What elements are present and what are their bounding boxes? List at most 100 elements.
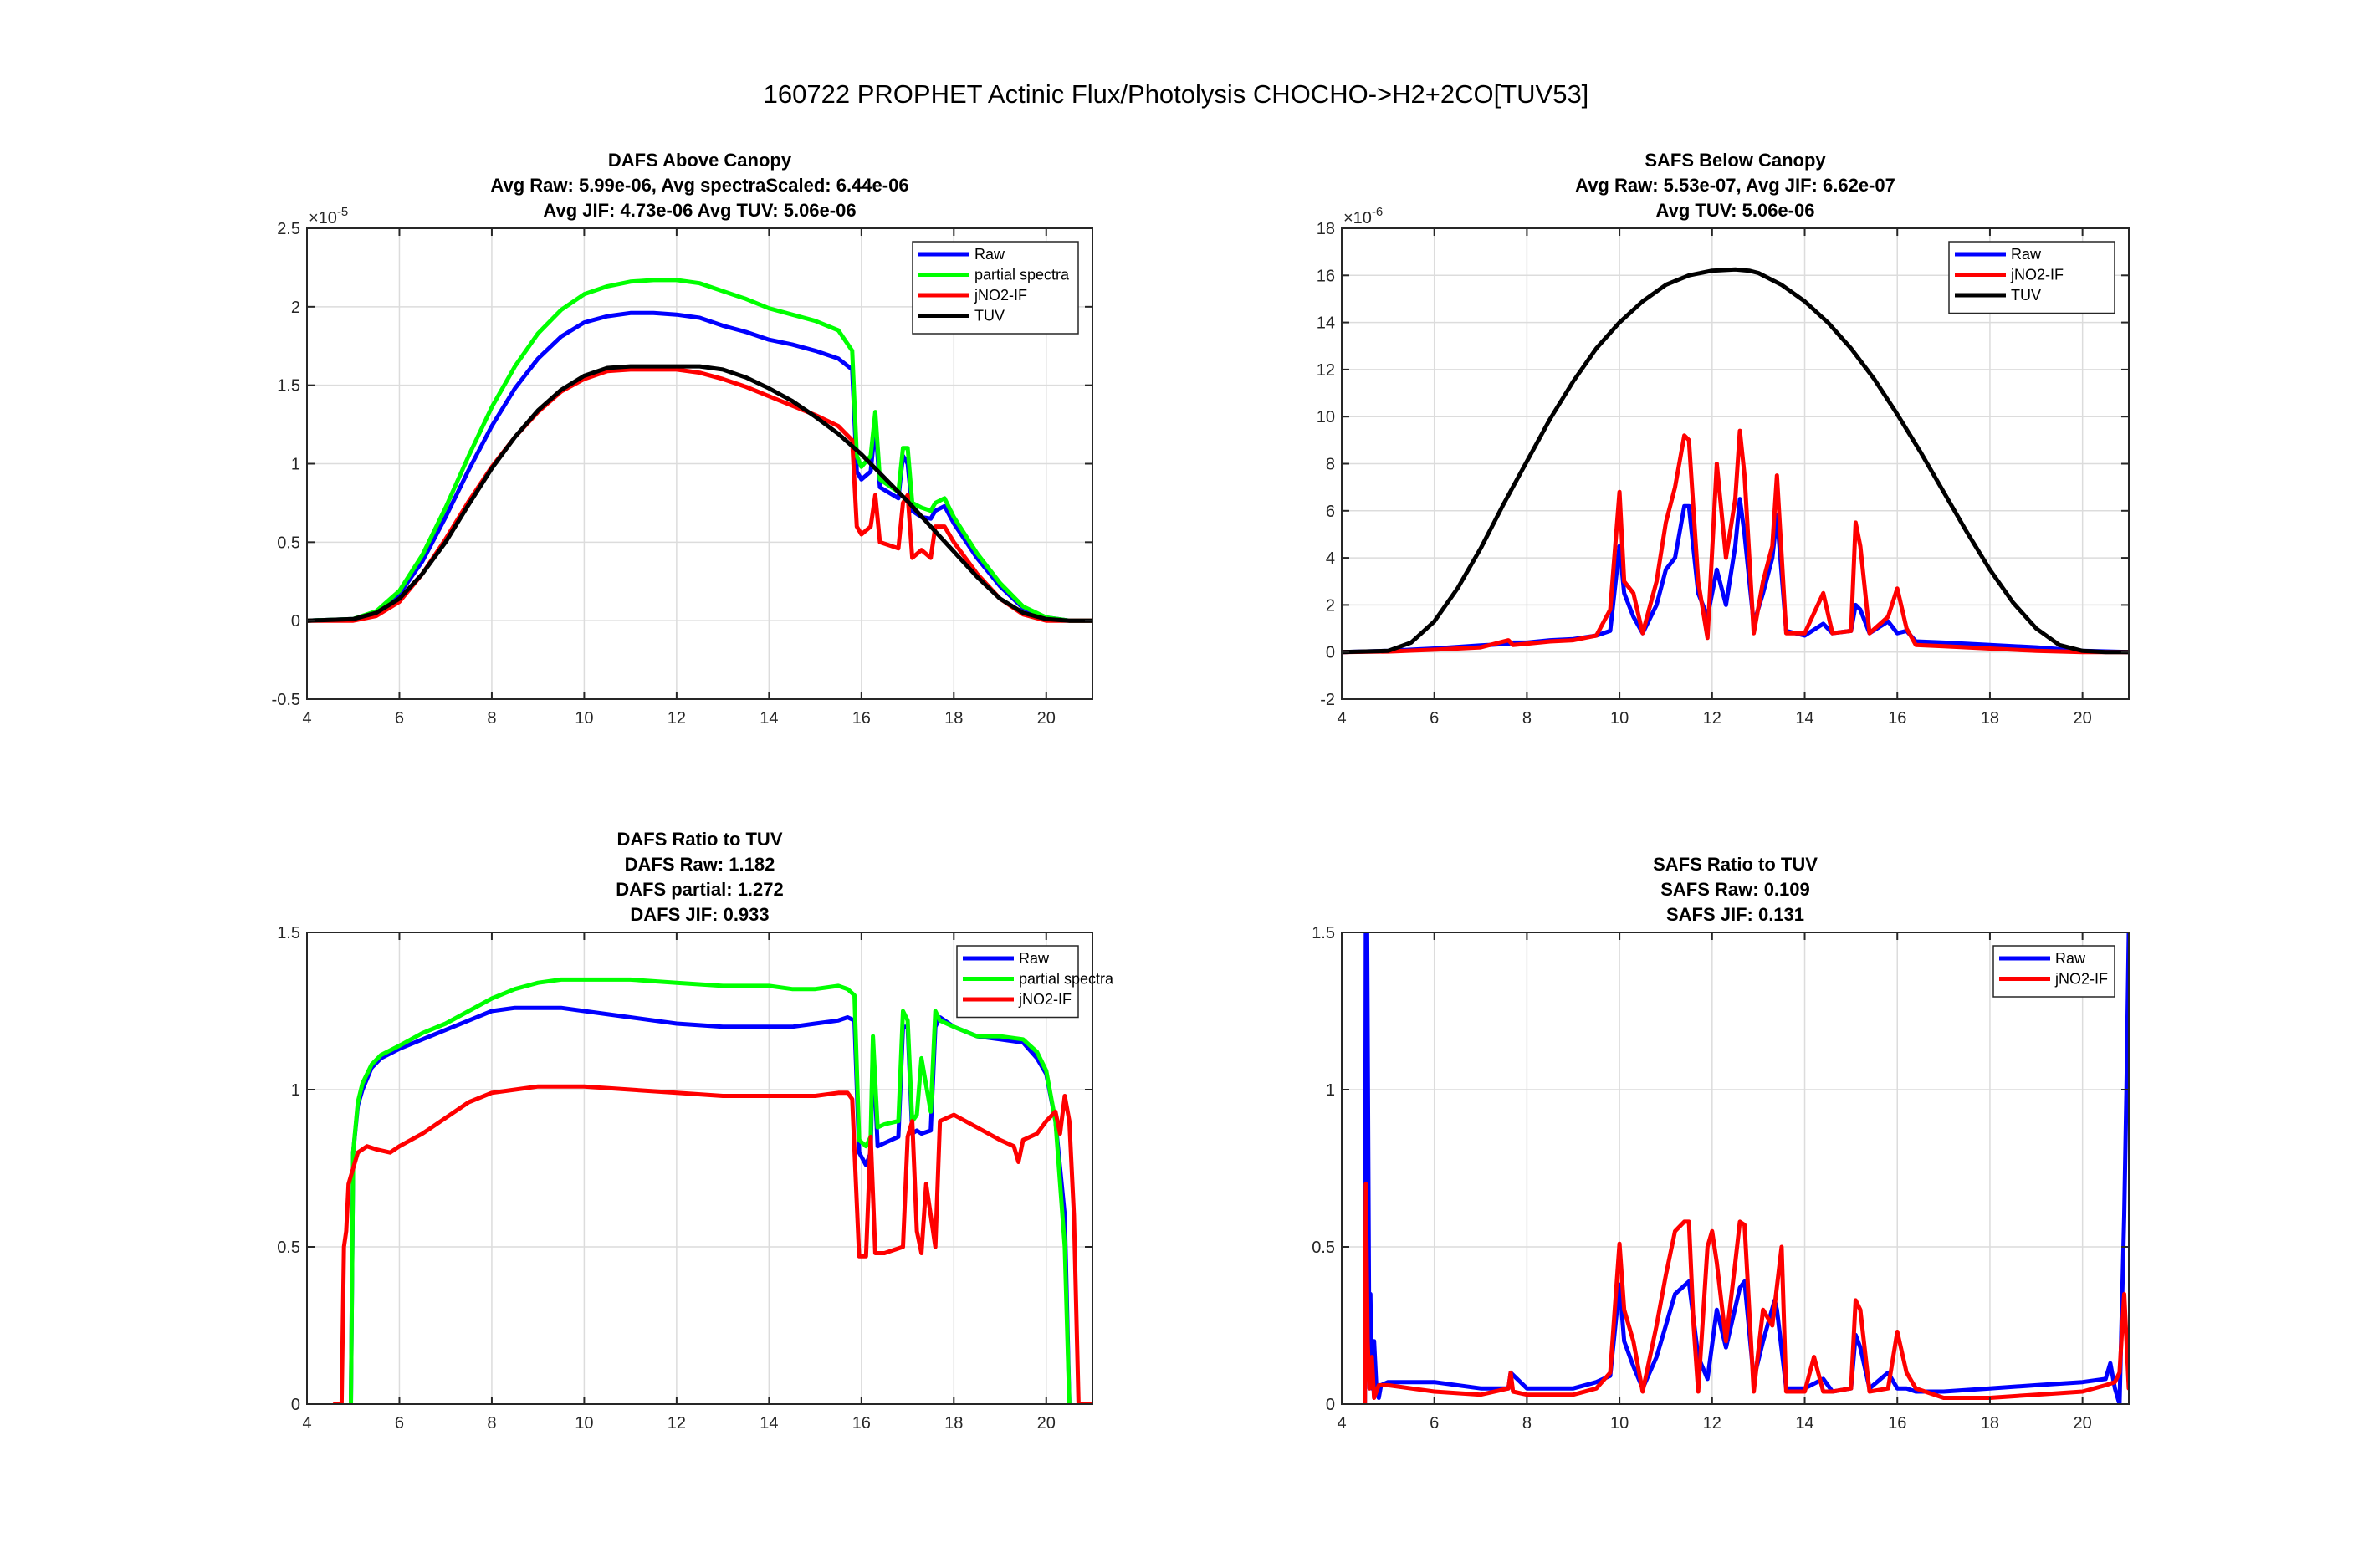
x-tick-label: 12 [668, 1414, 686, 1433]
series-line-jno2-if [332, 1084, 1092, 1404]
axes-title-line: DAFS Above Canopy [608, 150, 792, 171]
x-tick-label: 16 [1888, 709, 1906, 728]
x-tick-label: 10 [1610, 1414, 1629, 1433]
y-tick-label: 1 [291, 456, 300, 474]
legend-item[interactable]: TUV [1955, 287, 2041, 304]
x-tick-label: 20 [2074, 1414, 2092, 1433]
y-tick-label: 2 [291, 299, 300, 317]
series-line-tuv [307, 364, 1092, 623]
legend-label: jNO2-IF [974, 287, 1027, 304]
x-tick-label: 14 [1795, 709, 1813, 728]
y-tick-label: 0 [1326, 644, 1335, 662]
legend-label: Raw [2011, 246, 2042, 263]
y-tick-label: 2.5 [277, 220, 300, 238]
legend[interactable]: Raw partial spectra jNO2-IF TUV [912, 241, 1079, 335]
x-tick-label: 4 [302, 709, 311, 728]
figure-suptitle: 160722 PROPHET Actinic Flux/Photolysis C… [764, 79, 1589, 109]
legend-label: jNO2-IF [2054, 971, 2108, 988]
y-tick-label: 0.5 [277, 1239, 300, 1257]
x-tick-label: 4 [302, 1414, 311, 1433]
axes-title-line: DAFS JIF: 0.933 [630, 904, 769, 925]
x-tick-label: 10 [1610, 709, 1629, 728]
legend-item[interactable]: jNO2-IF [963, 991, 1072, 1008]
y-tick-label: 1 [1326, 1081, 1335, 1100]
legend-label: partial spectra [1019, 971, 1114, 988]
y-tick-label: 0 [291, 612, 300, 631]
legend-item[interactable]: jNO2-IF [918, 287, 1027, 304]
x-tick-label: 20 [2074, 709, 2092, 728]
axes-box [1341, 932, 2130, 1405]
series-line-tuv [1342, 267, 2129, 655]
x-tick-label: 12 [1703, 1414, 1721, 1433]
legend-item[interactable]: jNO2-IF [1955, 267, 2064, 283]
axes-safs-below-canopy: SAFS Below Canopy Avg Raw: 5.53e-07, Avg … [1317, 150, 2130, 728]
legend-item[interactable]: Raw [1955, 246, 2042, 263]
y-tick-label: 0.5 [277, 534, 300, 552]
x-tick-label: 20 [1037, 709, 1056, 728]
legend-label: Raw [974, 246, 1005, 263]
y-tick-label: 1.5 [1312, 924, 1335, 942]
series-line-jno2-if [1342, 428, 2129, 655]
y-tick-label: 18 [1317, 220, 1335, 238]
axes-title-line: SAFS Below Canopy [1645, 150, 1826, 171]
x-tick-label: 18 [1981, 709, 1999, 728]
x-tick-label: 8 [1522, 1414, 1532, 1433]
y-axis-exponent: ×10-6 [1343, 205, 1383, 227]
legend[interactable]: Raw partial spectra jNO2-IF [956, 945, 1114, 1019]
legend[interactable]: Raw jNO2-IF [1992, 945, 2115, 998]
x-tick-label: 18 [944, 1414, 963, 1433]
y-tick-label: 0 [1326, 1396, 1335, 1414]
legend-label: jNO2-IF [2010, 267, 2064, 283]
series-group [307, 278, 1092, 623]
x-tick-label: 14 [1795, 1414, 1813, 1433]
x-tick-label: 8 [1522, 709, 1532, 728]
x-tick-label: 16 [1888, 1414, 1906, 1433]
series-group [1363, 932, 2129, 1404]
axes-title-line: DAFS Ratio to TUV [617, 829, 783, 850]
legend-item[interactable]: jNO2-IF [1999, 971, 2108, 988]
axes-title-line: Avg JIF: 4.73e-06 Avg TUV: 5.06e-06 [543, 200, 856, 221]
x-tick-label: 14 [760, 1414, 778, 1433]
y-tick-label: 2 [1326, 596, 1335, 615]
x-tick-label: 12 [1703, 709, 1721, 728]
axes-box [306, 932, 1093, 1405]
legend[interactable]: Raw jNO2-IF TUV [1948, 241, 2115, 314]
series-group [1342, 267, 2129, 655]
axes-safs-ratio-to-tuv: SAFS Ratio to TUV SAFS Raw: 0.109 SAFS JIF… [1312, 854, 2130, 1433]
axes-title-line: SAFS JIF: 0.131 [1666, 904, 1804, 925]
x-tick-label: 14 [760, 709, 778, 728]
series-line-partial-spectra [307, 278, 1092, 623]
x-tick-label: 6 [1430, 1414, 1439, 1433]
legend-item[interactable]: Raw [918, 246, 1005, 263]
series-line-raw [1363, 932, 2129, 1404]
x-tick-label: 4 [1337, 1414, 1346, 1433]
legend-item[interactable]: partial spectra [963, 971, 1114, 988]
legend-item[interactable]: Raw [963, 950, 1050, 967]
y-tick-label: 0.5 [1312, 1239, 1335, 1257]
legend-label: TUV [2011, 287, 2041, 304]
x-tick-label: 16 [852, 709, 871, 728]
x-tick-label: 18 [1981, 1414, 1999, 1433]
x-tick-label: 10 [575, 1414, 593, 1433]
y-tick-label: 6 [1326, 503, 1335, 521]
axes-title-line: SAFS Raw: 0.109 [1660, 879, 1810, 900]
axes-title-line: DAFS Raw: 1.182 [625, 854, 775, 875]
x-tick-label: 16 [852, 1414, 871, 1433]
x-tick-label: 6 [395, 709, 404, 728]
y-tick-label: -0.5 [272, 691, 300, 709]
legend-item[interactable]: TUV [918, 308, 1005, 324]
axes-title-line: Avg Raw: 5.53e-07, Avg JIF: 6.62e-07 [1575, 175, 1895, 196]
series-line-partial-spectra [349, 977, 1072, 1404]
legend-label: Raw [1019, 950, 1050, 967]
x-tick-label: 8 [487, 709, 496, 728]
y-tick-label: 1 [291, 1081, 300, 1100]
x-tick-label: 6 [395, 1414, 404, 1433]
legend-item[interactable]: Raw [1999, 950, 2086, 967]
y-axis-exponent: ×10-5 [309, 205, 348, 227]
y-tick-label: 10 [1317, 408, 1335, 426]
legend-item[interactable]: partial spectra [918, 267, 1070, 283]
axes-title-line: SAFS Ratio to TUV [1653, 854, 1818, 875]
axes-title-line: Avg Raw: 5.99e-06, Avg spectraScaled: 6.… [490, 175, 908, 196]
legend-label: partial spectra [974, 267, 1070, 283]
